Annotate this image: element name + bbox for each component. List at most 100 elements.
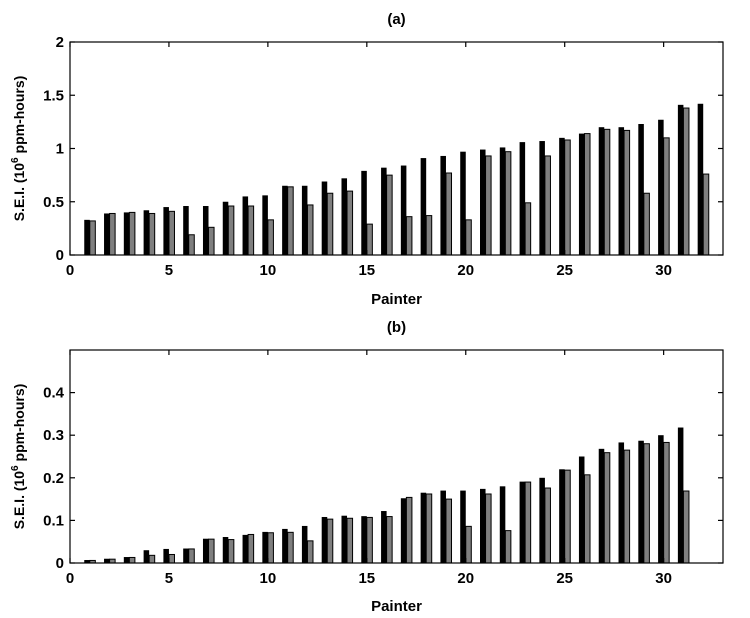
bar-series-1-painter-6 xyxy=(183,548,189,563)
y-tick-label: 0.3 xyxy=(43,427,64,444)
chart-title: (b) xyxy=(387,319,406,336)
bar-series-1-painter-23 xyxy=(519,142,526,255)
y-tick-label: 0.5 xyxy=(43,194,64,211)
bar-series-1-painter-4 xyxy=(143,210,150,255)
bar-series-2-painter-21 xyxy=(485,155,492,256)
bar-series-1-painter-21 xyxy=(480,149,486,255)
bar-series-2-painter-4 xyxy=(148,212,156,256)
bar-series-2-painter-8 xyxy=(227,205,235,256)
x-tick-label: 15 xyxy=(358,570,375,587)
bar-series-2-painter-25 xyxy=(564,469,571,564)
bars xyxy=(84,103,710,256)
x-tick-label: 25 xyxy=(556,570,573,587)
bar-series-2-painter-26 xyxy=(583,133,591,256)
bar-series-1-painter-22 xyxy=(499,147,506,255)
bar-series-2-painter-15 xyxy=(366,223,373,256)
bar-series-2-painter-10 xyxy=(267,532,274,564)
y-tick-label: 1 xyxy=(56,141,64,158)
bar-series-1-painter-5 xyxy=(163,548,169,563)
bar-series-1-painter-27 xyxy=(598,448,605,563)
y-axis-label-prefix: S.E.I. (10 xyxy=(11,163,27,222)
bar-series-2-painter-27 xyxy=(603,452,611,564)
bar-series-2-painter-20 xyxy=(465,525,472,564)
bar-series-1-painter-14 xyxy=(341,178,348,255)
bar-series-1-painter-16 xyxy=(381,511,387,563)
bar-series-2-painter-17 xyxy=(405,216,413,256)
y-tick-label: 0 xyxy=(56,555,64,572)
x-tick-label: 15 xyxy=(358,262,375,279)
bar-series-1-painter-2 xyxy=(104,558,110,563)
bar-series-2-painter-23 xyxy=(524,481,532,564)
y-tick-label: 0.1 xyxy=(43,512,64,529)
y-tick-label: 0.2 xyxy=(43,470,64,487)
x-tick-label: 10 xyxy=(260,262,277,279)
bar-series-2-painter-12 xyxy=(306,204,314,256)
bar-series-2-painter-29 xyxy=(643,443,650,564)
bar-series-1-painter-13 xyxy=(321,516,328,563)
bar-series-1-painter-28 xyxy=(618,127,625,255)
bar-series-1-painter-7 xyxy=(202,206,209,255)
bar-series-1-painter-10 xyxy=(262,531,268,563)
x-tick-label: 5 xyxy=(165,262,173,279)
bar-series-2-painter-22 xyxy=(504,530,512,564)
x-tick-label: 30 xyxy=(655,262,672,279)
bar-series-1-painter-5 xyxy=(163,207,169,255)
bar-series-1-painter-31 xyxy=(677,427,684,563)
bar-series-1-painter-32 xyxy=(697,103,704,256)
bar-series-1-painter-26 xyxy=(578,456,585,563)
bar-series-1-painter-30 xyxy=(658,435,664,563)
bar-series-1-painter-16 xyxy=(381,167,387,255)
x-tick-label: 0 xyxy=(66,570,74,587)
bar-series-2-painter-23 xyxy=(524,202,532,256)
bar-series-2-painter-18 xyxy=(425,215,433,256)
bar-series-2-painter-17 xyxy=(405,496,413,564)
bar-series-2-painter-30 xyxy=(663,441,670,564)
y-tick-label: 2 xyxy=(56,34,64,51)
bar-series-2-painter-26 xyxy=(583,474,591,564)
bar-series-2-painter-32 xyxy=(702,173,710,256)
bar-series-1-painter-23 xyxy=(519,481,526,563)
bar-series-2-painter-15 xyxy=(366,516,373,564)
y-axis-label-suffix: ppm-hours) xyxy=(11,384,27,466)
bar-series-1-painter-30 xyxy=(658,119,664,255)
bar-series-1-painter-6 xyxy=(183,206,189,255)
bar-series-2-painter-24 xyxy=(544,487,551,564)
bar-series-1-painter-1 xyxy=(84,560,90,563)
bar-series-2-painter-14 xyxy=(346,517,354,564)
y-axis-label-superscript: 6 xyxy=(10,465,21,471)
bar-series-2-painter-5 xyxy=(168,553,175,564)
y-tick-label: 0 xyxy=(56,247,64,264)
bar-series-1-painter-19 xyxy=(440,490,446,563)
bar-series-1-painter-25 xyxy=(559,469,565,563)
y-axis-label-suffix: ppm-hours) xyxy=(11,76,27,158)
x-tick-label: 25 xyxy=(556,262,573,279)
x-tick-label: 10 xyxy=(260,570,277,587)
bar-series-1-painter-12 xyxy=(301,185,308,255)
x-tick-label: 20 xyxy=(457,570,474,587)
bar-series-1-painter-20 xyxy=(460,151,466,255)
bar-series-2-painter-3 xyxy=(128,556,136,564)
chart-panel-a: (a) 0 5 10 15 20 25 30 0 0.5 1 1.5 2 Painter S.E.I. (1… xyxy=(10,11,724,308)
bar-series-1-painter-28 xyxy=(618,442,625,563)
bar-series-2-painter-2 xyxy=(109,212,116,256)
bar-series-2-painter-13 xyxy=(326,518,334,564)
bar-series-2-painter-19 xyxy=(445,498,453,564)
bar-series-2-painter-6 xyxy=(188,234,195,256)
bar-series-2-painter-1 xyxy=(89,220,96,256)
bar-series-2-painter-6 xyxy=(188,548,195,564)
bar-series-2-painter-18 xyxy=(425,493,433,564)
y-tick-label: 1.5 xyxy=(43,87,64,104)
bar-series-1-painter-19 xyxy=(440,155,446,255)
bar-series-2-painter-27 xyxy=(603,128,611,256)
bar-series-1-painter-12 xyxy=(301,525,308,563)
bar-series-1-painter-31 xyxy=(677,104,684,255)
x-tick-label: 20 xyxy=(457,262,474,279)
bar-series-1-painter-27 xyxy=(598,127,605,255)
y-tick-label: 0.4 xyxy=(43,385,65,402)
bar-series-2-painter-7 xyxy=(208,538,215,564)
bar-series-2-painter-13 xyxy=(326,192,334,256)
y-axis-label: S.E.I. (106 ppm-hours) xyxy=(10,76,27,222)
bar-series-2-painter-11 xyxy=(287,186,294,256)
bar-series-1-painter-18 xyxy=(420,492,427,563)
bar-series-1-painter-15 xyxy=(361,516,367,563)
